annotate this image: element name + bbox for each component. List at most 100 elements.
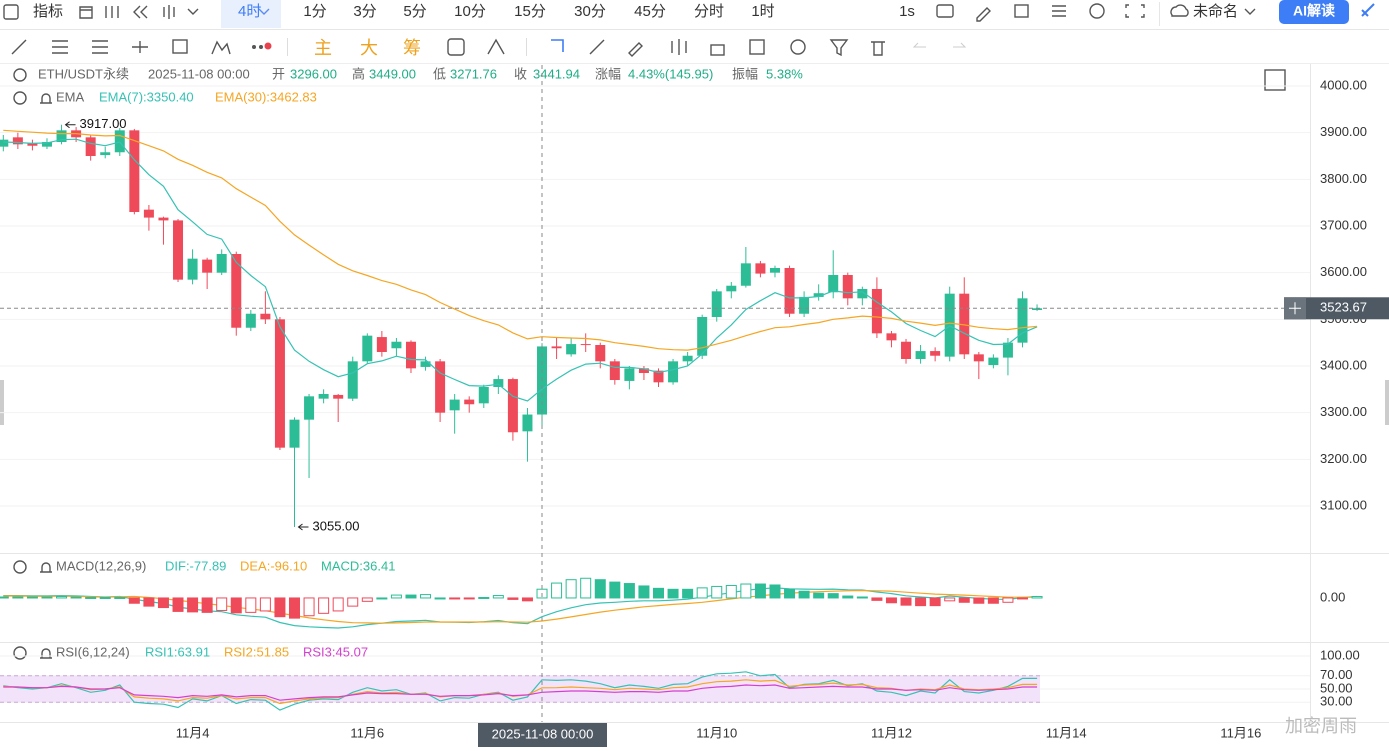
- macd-bar: [56, 596, 68, 599]
- settings-icon[interactable]: [1089, 3, 1105, 19]
- y-tick-label: 3400.00: [1320, 357, 1367, 372]
- period-button[interactable]: 分时: [694, 3, 724, 20]
- speed-button[interactable]: 1s: [899, 3, 915, 20]
- candle-body: [304, 396, 315, 420]
- ema-line: [3, 129, 1038, 351]
- macd-bar: [405, 594, 417, 599]
- candle-body: [580, 344, 591, 346]
- period-button[interactable]: 5分: [403, 3, 426, 20]
- macd-bar: [201, 597, 213, 613]
- ai-button[interactable]: [1279, 0, 1349, 24]
- channel-tool[interactable]: [52, 40, 68, 54]
- macd-bar: [507, 597, 519, 600]
- candle-tool[interactable]: [671, 39, 687, 55]
- lock-tool[interactable]: [710, 44, 725, 56]
- filter-tool[interactable]: [829, 39, 849, 57]
- candle-body: [624, 368, 635, 381]
- last-price-label: 3523.67: [1320, 300, 1367, 315]
- candle-body: [231, 254, 242, 328]
- period-button[interactable]: 15分: [514, 3, 546, 20]
- period-button[interactable]: 3分: [353, 3, 376, 20]
- maximize-pane[interactable]: [1264, 69, 1286, 91]
- right-handle[interactable]: [1385, 380, 1389, 425]
- delete-tool[interactable]: [871, 41, 885, 56]
- brush-tool[interactable]: [628, 42, 643, 57]
- x-tick-label: 11月10: [696, 725, 737, 740]
- candle-body: [726, 285, 737, 292]
- layout-dropdown[interactable]: [1244, 8, 1256, 15]
- legend-title: RSI(6,12,24): [56, 644, 130, 659]
- horizontal-line-tool[interactable]: [132, 41, 148, 53]
- candle-body: [12, 137, 23, 145]
- alert-icon[interactable]: [40, 93, 52, 659]
- info-value: 3441.94: [533, 66, 580, 81]
- layout-name[interactable]: 未命名: [1193, 2, 1238, 20]
- macd-bar: [551, 582, 563, 599]
- period-button[interactable]: 1分: [303, 3, 326, 20]
- interval-button[interactable]: 4时: [238, 3, 261, 20]
- undo[interactable]: [912, 42, 926, 48]
- candle-body: [755, 263, 766, 274]
- candle-body: [100, 152, 111, 156]
- magnet-tool[interactable]: [447, 38, 465, 56]
- candle-body: [260, 313, 271, 320]
- redo[interactable]: [953, 42, 967, 48]
- note-tool[interactable]: [749, 39, 765, 55]
- period-button[interactable]: 45分: [634, 3, 666, 20]
- macd-bar: [929, 597, 941, 607]
- annotation-label: 3917.00: [80, 116, 127, 131]
- fullscreen-icon[interactable]: [1125, 4, 1145, 18]
- candle-body: [609, 361, 620, 380]
- collapse-icon[interactable]: [13, 68, 27, 82]
- ruler-tool[interactable]: [589, 39, 605, 55]
- more-icon: [187, 8, 199, 15]
- draw-icon[interactable]: [976, 7, 991, 22]
- list-icon[interactable]: [1052, 5, 1066, 17]
- tool-big[interactable]: 大: [360, 38, 378, 58]
- rect-tool[interactable]: [172, 39, 188, 54]
- period-button[interactable]: 1时: [751, 3, 774, 20]
- period-button[interactable]: 10分: [454, 3, 486, 20]
- add-alert-plus[interactable]: [1289, 302, 1301, 315]
- left-handle[interactable]: [0, 380, 4, 425]
- collapse-icon[interactable]: [13, 646, 27, 660]
- candle-body: [769, 268, 780, 273]
- x-tick-label: 11月12: [871, 725, 912, 740]
- more-tools[interactable]: [252, 45, 256, 49]
- share-icon[interactable]: [1361, 3, 1375, 17]
- trend-line-tool[interactable]: [11, 39, 27, 55]
- pattern-tool[interactable]: [211, 40, 231, 55]
- macd-bar: [813, 592, 825, 599]
- calendar-icon: [79, 6, 93, 19]
- indicators-button[interactable]: 指标: [33, 3, 63, 20]
- candle-body: [216, 254, 227, 273]
- macd-bar: [900, 597, 912, 606]
- ai-label[interactable]: AI解读: [1293, 3, 1335, 19]
- candle-body: [391, 341, 402, 349]
- screenshot-icon[interactable]: [936, 4, 954, 18]
- legend-item: RSI1:63.91: [145, 644, 210, 659]
- fib-tool[interactable]: [92, 40, 108, 54]
- macd-bar: [973, 597, 985, 604]
- y-tick-label: 3100.00: [1320, 497, 1367, 512]
- info-value: 3271.76: [450, 66, 497, 81]
- candle-body: [959, 293, 970, 355]
- layout-icon: [105, 6, 119, 18]
- period-button[interactable]: 30分: [574, 3, 606, 20]
- collapse-icon[interactable]: [13, 91, 27, 105]
- link-tool[interactable]: [790, 39, 806, 55]
- more-tools[interactable]: [259, 45, 263, 49]
- tool-chips[interactable]: 筹: [403, 38, 421, 58]
- candle-body: [289, 419, 300, 448]
- macd-bar: [915, 597, 927, 607]
- macd-bar: [798, 590, 810, 599]
- collapse-icon[interactable]: [13, 560, 27, 574]
- window-icon[interactable]: [1014, 4, 1029, 18]
- measure-tool[interactable]: [487, 38, 505, 55]
- candle-body: [697, 317, 708, 356]
- legend-item: EMA(30):3462.83: [215, 89, 317, 104]
- cursor-tool[interactable]: [551, 39, 564, 52]
- interval-dropdown[interactable]: [258, 8, 270, 15]
- candle-body: [347, 361, 358, 399]
- tool-main[interactable]: 主: [314, 38, 332, 58]
